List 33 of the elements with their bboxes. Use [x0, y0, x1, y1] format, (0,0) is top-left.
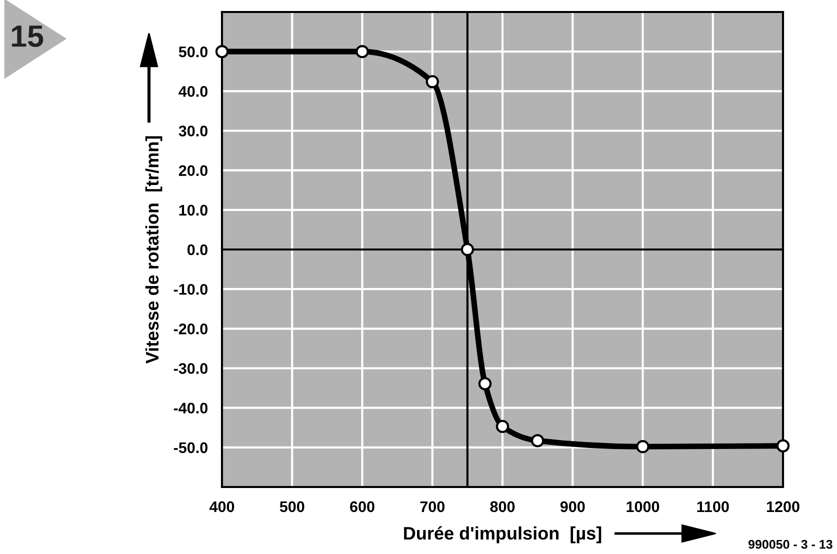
point — [478, 377, 492, 390]
x-tick-label: 800 — [490, 501, 515, 512]
text: 990050 - 3 - 13 — [748, 540, 832, 549]
x-axis-title: Durée d'impulsion [µs] — [404, 526, 602, 544]
y-tick-label: -10.0 — [174, 284, 208, 295]
y-tick-label: -40.0 — [174, 402, 208, 414]
y-tick-label: 10.0 — [179, 204, 208, 216]
y-axis-title: Vitesse de rotation [tr/mn] — [145, 136, 162, 364]
x-tick-label: 1100 — [697, 501, 729, 512]
y-tick-label: -30.0 — [174, 363, 208, 374]
y-tick-label: 40.0 — [178, 86, 208, 97]
y-tick-label: 0.0 — [187, 244, 208, 256]
y-tick-label: 50.0 — [178, 46, 208, 58]
x-tick-label: 400 — [209, 501, 234, 512]
point — [776, 439, 790, 452]
text: 15 — [12, 26, 44, 47]
x-tick-label: 1200 — [766, 501, 800, 512]
point — [356, 44, 369, 58]
point — [636, 440, 650, 454]
x-tick-label: 600 — [350, 501, 374, 512]
point — [426, 75, 439, 88]
point — [496, 420, 510, 434]
x-tick-label: 700 — [420, 501, 444, 512]
point — [530, 434, 544, 448]
y-tick-label: 20.0 — [178, 165, 208, 176]
y-tick-label: -20.0 — [174, 324, 208, 334]
x-tick-label: 900 — [560, 501, 585, 512]
x-tick-label: 500 — [280, 501, 304, 512]
x-tick-label: 1000 — [626, 501, 660, 512]
y-tick-label: -50.0 — [174, 442, 208, 454]
point — [215, 44, 229, 58]
point — [460, 242, 474, 256]
y-tick-label: 30.0 — [178, 126, 208, 136]
